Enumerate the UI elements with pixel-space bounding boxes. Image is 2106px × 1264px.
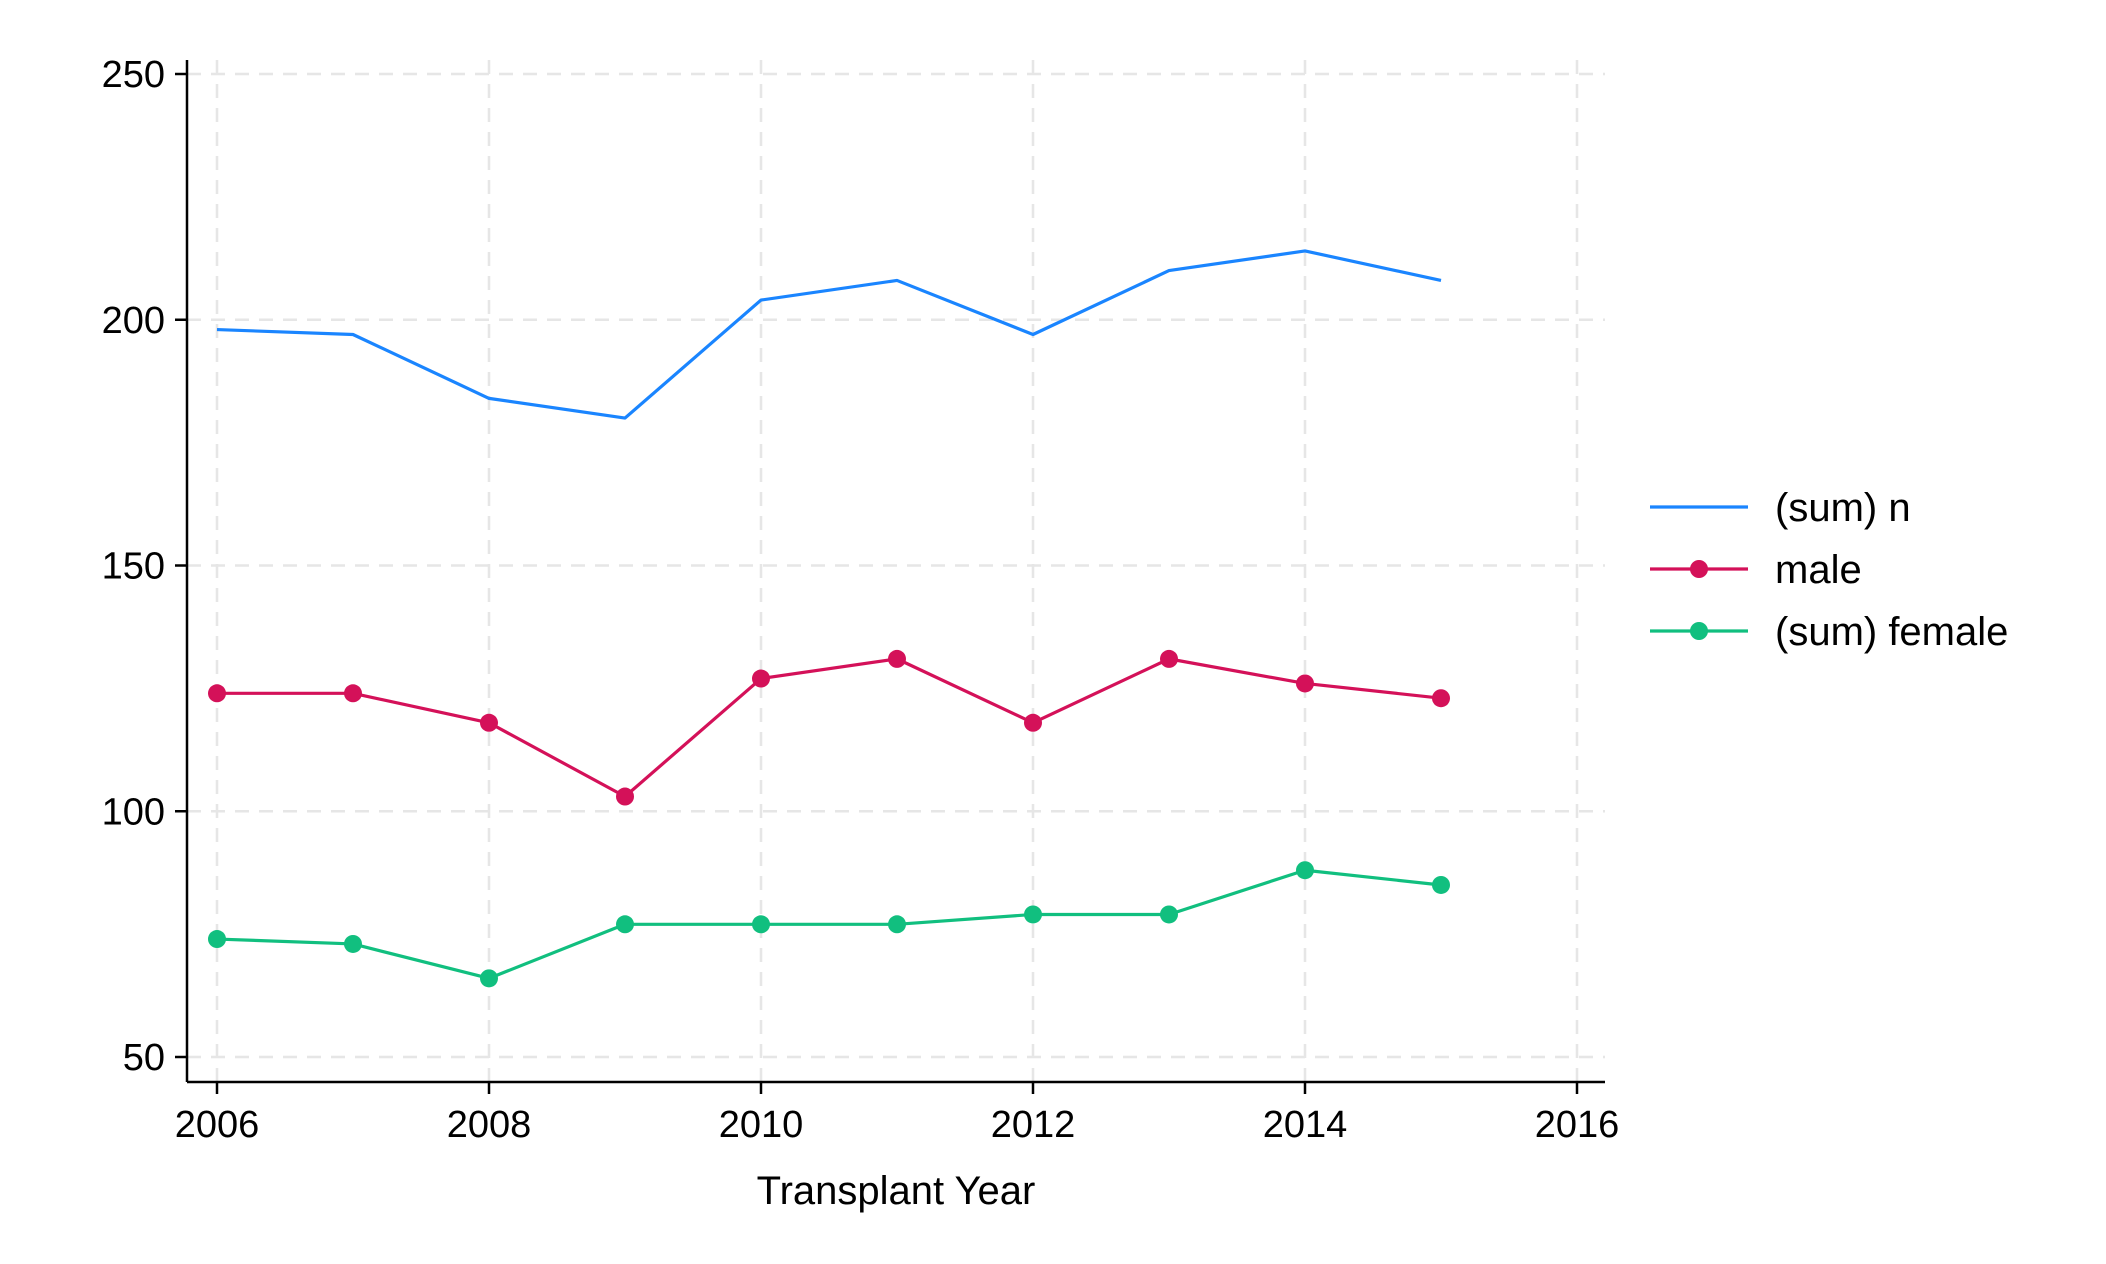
legend-label-1: male <box>1775 548 1862 592</box>
series-2-point <box>616 915 634 934</box>
x-axis-title: Transplant Year <box>757 1169 1036 1213</box>
series-1-point <box>1296 674 1314 693</box>
x-tick-label: 2006 <box>175 1104 260 1146</box>
x-tick-label: 2016 <box>1535 1104 1620 1146</box>
series-1-point <box>752 669 770 688</box>
series <box>208 249 1450 988</box>
series-1-point <box>1024 713 1042 732</box>
x-tick-label: 2014 <box>1263 1104 1348 1146</box>
axes: 50 100 150 200 250 2006 2008 2010 2012 2014 2016 <box>102 54 1620 1146</box>
series-1-point <box>344 684 362 703</box>
series-2-point <box>888 915 906 934</box>
y-tick-label: 200 <box>102 300 165 342</box>
series-2-point <box>1024 905 1042 924</box>
series-2-point <box>208 930 226 949</box>
series-1-point <box>208 684 226 703</box>
series-2-point <box>344 934 362 953</box>
x-tick-label: 2012 <box>991 1104 1076 1146</box>
series-2-point <box>1296 861 1314 880</box>
series-line-2 <box>216 868 1442 980</box>
series-2-point <box>480 969 498 988</box>
series-1-point <box>1432 689 1450 708</box>
y-tick-label: 150 <box>102 546 165 588</box>
legend-marker-2 <box>1690 622 1708 640</box>
y-tick-label: 250 <box>102 54 165 96</box>
x-tick-label: 2010 <box>719 1104 804 1146</box>
y-tick-label: 50 <box>123 1037 165 1079</box>
y-tick-label: 100 <box>102 791 165 833</box>
series-line-1 <box>217 657 1442 799</box>
series-1-point <box>616 787 634 806</box>
series-1-point <box>888 649 906 668</box>
legend-marker-1 <box>1690 560 1708 578</box>
x-tick-label: 2008 <box>447 1104 532 1146</box>
series-2-point <box>1432 875 1450 894</box>
series-1-point <box>480 713 498 732</box>
series-line-0 <box>216 249 1442 420</box>
grid <box>187 60 1605 1082</box>
legend-label-0: (sum) n <box>1775 486 1911 530</box>
series-2-point <box>752 915 770 934</box>
series-1-point <box>1160 649 1178 668</box>
series-2-point <box>1160 905 1178 924</box>
legend: (sum) n male (sum) female <box>1650 486 2008 654</box>
legend-label-2: (sum) female <box>1775 610 2008 654</box>
